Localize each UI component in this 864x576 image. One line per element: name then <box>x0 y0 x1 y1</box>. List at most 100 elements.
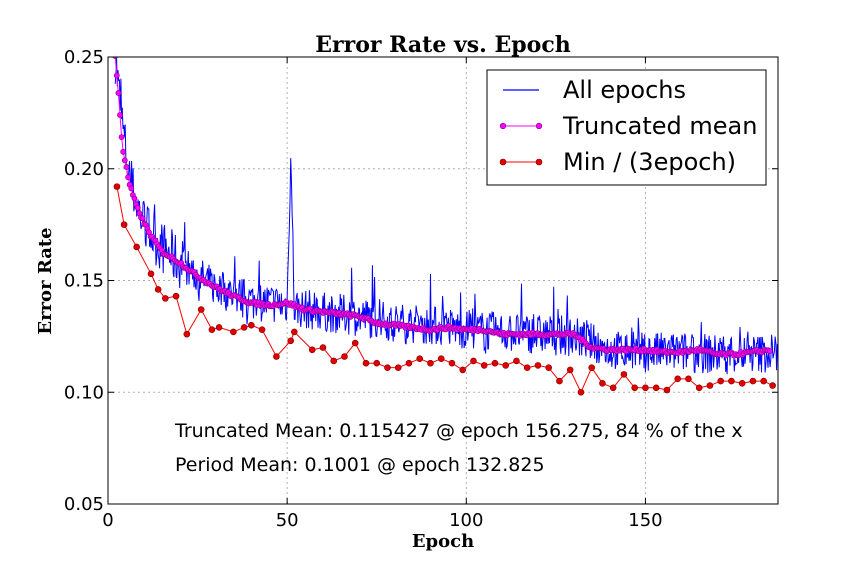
point-min-3epoch <box>394 364 402 371</box>
point-min-3epoch <box>556 377 563 385</box>
point-min-3epoch <box>717 377 724 385</box>
point-min-3epoch <box>273 353 280 360</box>
point-min-3epoch <box>738 380 746 387</box>
point-min-3epoch <box>416 355 424 363</box>
legend-marker-min-3epoch-2 <box>535 158 543 166</box>
y-tick-label: 0.15 <box>64 271 104 292</box>
point-truncated-mean <box>125 174 132 181</box>
point-min-3epoch <box>459 366 467 374</box>
legend-label-all-epochs: All epochs <box>563 76 686 104</box>
series-all-epochs <box>114 58 778 375</box>
point-min-3epoch <box>183 330 191 338</box>
point-min-3epoch <box>437 355 445 363</box>
point-min-3epoch <box>523 364 531 371</box>
point-min-3epoch <box>749 377 757 385</box>
point-min-3epoch <box>652 384 660 392</box>
series-truncated-mean <box>112 57 773 359</box>
point-min-3epoch <box>728 377 735 385</box>
point-truncated-mean <box>117 112 123 118</box>
point-truncated-mean <box>134 204 141 211</box>
point-min-3epoch <box>308 346 316 354</box>
point-min-3epoch <box>480 362 488 369</box>
point-min-3epoch <box>133 243 140 251</box>
legend-marker-min-3epoch-1 <box>499 158 507 166</box>
point-min-3epoch <box>362 359 370 367</box>
point-min-3epoch <box>147 270 155 278</box>
point-truncated-mean <box>123 164 130 170</box>
legend: All epochs Truncated mean Min / (3epoch) <box>486 69 767 186</box>
point-min-3epoch <box>240 324 248 331</box>
point-min-3epoch <box>291 328 298 336</box>
y-tick-label: 0.10 <box>64 382 104 403</box>
x-tick-label: 50 <box>276 510 299 531</box>
annotation-truncated-mean: Truncated Mean: 0.115427 @ epoch 156.275… <box>174 420 743 442</box>
point-min-3epoch <box>154 286 162 293</box>
point-truncated-mean <box>766 348 773 354</box>
point-min-3epoch <box>599 380 606 387</box>
point-truncated-mean <box>113 72 120 79</box>
point-min-3epoch <box>230 328 237 336</box>
point-truncated-mean <box>115 90 122 96</box>
point-min-3epoch <box>162 295 169 302</box>
point-min-3epoch <box>545 364 552 371</box>
legend-label-truncated-mean: Truncated mean <box>562 112 757 140</box>
point-min-3epoch <box>577 388 585 396</box>
point-min-3epoch <box>760 377 767 385</box>
point-min-3epoch <box>172 292 180 300</box>
point-min-3epoch <box>330 357 338 365</box>
series-min-3epoch <box>113 183 776 396</box>
point-truncated-mean <box>128 185 135 192</box>
point-min-3epoch <box>685 375 692 383</box>
legend-marker-truncated-mean-1 <box>499 122 507 130</box>
x-tick-label: 150 <box>628 510 662 531</box>
point-min-3epoch <box>448 359 456 367</box>
y-tick-label: 0.20 <box>64 159 104 180</box>
point-min-3epoch <box>642 384 649 392</box>
point-min-3epoch <box>197 306 205 313</box>
y-tick-label: 0.25 <box>64 47 104 68</box>
point-min-3epoch <box>706 382 714 389</box>
point-truncated-mean <box>121 157 128 164</box>
x-tick-label: 0 <box>102 510 113 531</box>
point-min-3epoch <box>215 324 223 331</box>
point-min-3epoch <box>351 339 359 347</box>
point-min-3epoch <box>620 371 628 378</box>
point-truncated-mean <box>139 215 146 222</box>
point-truncated-mean <box>118 134 125 140</box>
point-min-3epoch <box>319 344 327 351</box>
point-min-3epoch <box>341 353 348 360</box>
point-min-3epoch <box>566 366 574 374</box>
annotation-period-mean: Period Mean: 0.1001 @ epoch 132.825 <box>175 454 545 476</box>
point-min-3epoch <box>631 384 638 392</box>
point-min-3epoch <box>373 359 381 367</box>
point-min-3epoch <box>113 183 121 190</box>
point-min-3epoch <box>427 359 434 367</box>
point-min-3epoch <box>208 326 216 333</box>
point-min-3epoch <box>513 357 520 365</box>
point-min-3epoch <box>534 362 542 369</box>
point-min-3epoch <box>405 359 413 367</box>
point-min-3epoch <box>674 375 681 383</box>
point-min-3epoch <box>287 337 295 345</box>
point-truncated-mean <box>131 195 138 202</box>
line-all-epochs <box>114 58 778 375</box>
y-axis-label: Error Rate <box>35 227 56 334</box>
x-tick-label: 100 <box>449 510 483 531</box>
point-min-3epoch <box>769 382 776 389</box>
point-min-3epoch <box>491 359 499 367</box>
point-min-3epoch <box>384 364 391 371</box>
point-min-3epoch <box>609 384 617 392</box>
legend-marker-truncated-mean-2 <box>535 122 543 130</box>
point-min-3epoch <box>248 321 255 329</box>
legend-label-min-3epoch: Min / (3epoch) <box>563 148 736 176</box>
chart-title: Error Rate vs. Epoch <box>315 32 570 58</box>
x-axis-label: Epoch <box>412 531 474 552</box>
point-min-3epoch <box>120 221 128 228</box>
tick-layer: 0 50 100 150 0.05 0.10 0.15 0.20 0.25 <box>64 47 778 531</box>
point-min-3epoch <box>663 386 671 394</box>
point-min-3epoch <box>695 384 703 392</box>
y-tick-label: 0.05 <box>64 494 104 515</box>
legend-box <box>486 69 767 186</box>
point-min-3epoch <box>502 362 510 369</box>
